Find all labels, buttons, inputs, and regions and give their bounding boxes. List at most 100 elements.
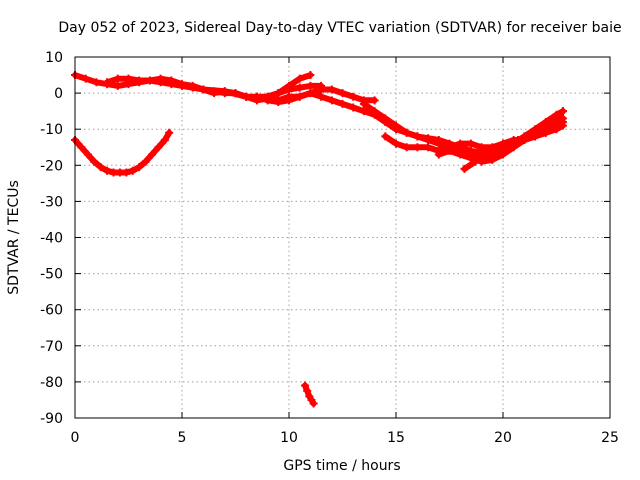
data-series-layer	[71, 71, 567, 408]
y-tick-label: -40	[40, 231, 63, 247]
data-point	[295, 74, 304, 83]
data-point	[303, 386, 312, 395]
data-point	[499, 150, 507, 159]
y-tick-label: -60	[40, 303, 63, 319]
x-tick-label: 0	[71, 430, 80, 446]
y-tick-label: 10	[45, 50, 63, 66]
data-point	[274, 98, 283, 107]
data-point	[113, 74, 122, 83]
data-point	[167, 76, 176, 85]
y-tick-label: -30	[40, 194, 63, 210]
data-point	[122, 168, 131, 177]
data-point	[402, 143, 411, 152]
data-point	[424, 136, 433, 145]
series-track-9	[72, 129, 173, 176]
data-point	[338, 99, 347, 108]
data-point	[424, 143, 433, 152]
data-point	[156, 74, 165, 83]
data-point	[317, 85, 326, 94]
data-point	[434, 150, 443, 159]
y-tick-label: -10	[40, 122, 63, 138]
data-point	[135, 76, 144, 85]
data-point	[456, 150, 465, 159]
y-tick-label: -80	[40, 375, 63, 391]
y-tick-label: -50	[40, 267, 63, 283]
data-point	[160, 136, 169, 145]
data-point	[359, 107, 368, 116]
data-point	[381, 114, 390, 123]
data-point	[306, 81, 315, 90]
data-point	[263, 96, 272, 105]
data-point	[460, 164, 469, 173]
data-point	[301, 381, 310, 390]
data-point	[81, 74, 90, 83]
grid-lines	[75, 57, 610, 418]
x-axis-label: GPS time / hours	[283, 458, 400, 474]
data-point	[154, 143, 163, 152]
data-point	[370, 96, 379, 105]
data-point	[558, 121, 567, 130]
data-point	[306, 71, 315, 80]
data-point	[349, 103, 358, 112]
x-tick-label: 20	[494, 430, 512, 446]
data-point	[392, 121, 400, 130]
data-point	[338, 89, 347, 98]
data-point	[295, 83, 304, 92]
data-point	[381, 132, 390, 141]
data-point	[488, 155, 497, 164]
data-point	[413, 143, 422, 152]
data-point	[145, 76, 154, 85]
data-point	[492, 143, 501, 152]
data-point	[188, 81, 197, 90]
data-point	[513, 136, 522, 145]
data-point	[165, 128, 174, 137]
data-point	[124, 74, 133, 83]
data-point	[113, 81, 122, 90]
y-axis-label: SDTVAR / TECUs	[6, 180, 22, 295]
data-point	[103, 166, 112, 175]
data-point	[327, 85, 336, 94]
data-point	[128, 166, 137, 175]
data-point	[456, 139, 465, 148]
data-point	[466, 154, 475, 163]
data-point	[349, 92, 358, 101]
data-point	[552, 125, 561, 134]
data-point	[524, 132, 533, 141]
data-point	[141, 157, 150, 166]
data-point	[317, 92, 326, 101]
data-point	[327, 96, 336, 105]
data-point	[535, 128, 544, 137]
data-point	[178, 80, 186, 89]
x-tick-label: 15	[387, 430, 405, 446]
data-point	[445, 146, 454, 155]
data-point	[413, 132, 422, 141]
y-tick-label: -70	[40, 339, 63, 355]
data-point	[103, 78, 112, 87]
data-point	[471, 157, 480, 166]
data-point	[558, 114, 567, 123]
data-point	[285, 85, 293, 94]
x-tick-label: 10	[280, 430, 298, 446]
data-point	[434, 139, 443, 148]
y-tick-label: 0	[54, 86, 63, 102]
data-point	[295, 92, 304, 101]
series-track-8	[461, 115, 566, 172]
axis-ticks: 0 5 10 15 20 25 10 0 -10 -20 -30 -40 -50 -60 -70 -80 -90	[40, 50, 619, 446]
data-point	[392, 139, 400, 148]
data-point	[477, 143, 486, 152]
y-tick-label: -90	[40, 411, 63, 427]
data-point	[359, 99, 368, 108]
data-point	[402, 128, 411, 137]
y-tick-label: -20	[40, 158, 63, 174]
data-point	[466, 139, 475, 148]
data-point	[148, 150, 157, 159]
data-point	[92, 78, 101, 87]
data-point	[135, 163, 144, 172]
data-point	[199, 85, 208, 94]
data-point	[285, 96, 293, 105]
data-point	[481, 150, 490, 159]
data-point	[558, 107, 567, 116]
data-point	[96, 163, 105, 172]
data-point	[309, 399, 318, 408]
